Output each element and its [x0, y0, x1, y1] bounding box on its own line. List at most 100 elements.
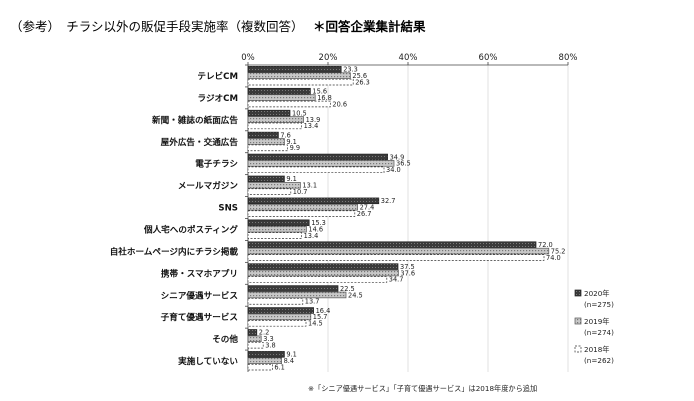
bar-2020年: [247, 66, 342, 73]
data-label: 3.3: [263, 335, 274, 343]
data-label: 24.5: [348, 291, 363, 299]
bar-2019年: [247, 269, 399, 277]
data-label: 6.1: [274, 363, 285, 371]
bar-2020年: [247, 329, 258, 336]
bar-2018年: [247, 78, 354, 86]
data-label: 14.5: [308, 320, 323, 328]
category-label: 屋外広告・交通広告: [161, 136, 239, 148]
legend-swatch: [574, 317, 582, 325]
bar-2019年: [247, 94, 316, 101]
chart-title: （参考） チラシ以外の販促手段実施率（複数回答）: [10, 19, 304, 34]
bar-2019年: [247, 160, 395, 167]
data-label: 16.8: [317, 94, 332, 102]
gridlines: [327, 65, 569, 372]
bar-2020年: [247, 241, 537, 248]
bar-2019年: [247, 335, 262, 343]
data-label: 9.9: [290, 144, 301, 152]
data-label: 14.6: [308, 225, 323, 233]
data-label: 9.1: [286, 138, 297, 146]
legend-n: (n=275): [584, 300, 614, 309]
data-label: 34.7: [389, 276, 404, 284]
bar-2019年: [247, 247, 550, 255]
data-label: 13.1: [302, 182, 317, 190]
data-label: 22.5: [340, 285, 355, 293]
data-label: 32.7: [381, 197, 396, 205]
bar-2018年: [247, 232, 302, 239]
data-label: 10.7: [293, 188, 308, 196]
data-label: 2.2: [259, 329, 270, 337]
bar-2019年: [247, 313, 312, 321]
bars: 23.325.626.315.616.820.610.513.913.47.69…: [247, 66, 565, 371]
bar-2019年: [247, 138, 285, 145]
legend-label: 2018年: [584, 345, 609, 354]
legend-swatch: [574, 345, 582, 353]
bar-2020年: [247, 307, 314, 314]
category-label: その他: [212, 333, 238, 345]
category-label: ラジオCM: [198, 93, 238, 104]
data-label: 34.0: [386, 166, 401, 174]
category-label: 自社ホームページ内にチラシ掲載: [110, 245, 239, 257]
data-label: 15.6: [312, 87, 327, 95]
footnote: ※「シニア優遇サービス」「子育て優遇サービス」は2018年度から追加: [308, 384, 537, 393]
data-label: 25.6: [352, 72, 367, 80]
data-label: 16.4: [316, 307, 331, 315]
category-label: テレビCM: [197, 70, 238, 82]
category-label: 個人宅へのポスティング: [143, 223, 238, 235]
bar-2020年: [247, 153, 388, 161]
data-label: 26.3: [355, 78, 370, 86]
category-label: 新聞・雑誌の紙面広告: [152, 114, 238, 126]
category-label: 実施していない: [178, 355, 238, 367]
data-label: 13.9: [306, 116, 321, 124]
category-label: 携帯・スマホアプリ: [161, 267, 238, 279]
bar-2020年: [247, 175, 285, 183]
bar-2020年: [247, 109, 291, 117]
bar-2019年: [247, 203, 358, 211]
data-label: 8.4: [284, 357, 295, 365]
category-label: メールマガジン: [178, 180, 239, 192]
bar-2020年: [247, 197, 380, 205]
data-label: 27.4: [360, 204, 375, 212]
bar-2018年: [247, 298, 304, 305]
category-label: SNS: [218, 204, 238, 214]
bar-2018年: [247, 166, 385, 174]
bar-2019年: [247, 116, 304, 123]
data-label: 15.7: [313, 313, 328, 321]
data-label: 3.8: [265, 342, 276, 350]
bar-2018年: [247, 122, 302, 130]
x-tick-label: 20%: [319, 53, 338, 63]
bar-2020年: [247, 351, 285, 358]
data-label: 26.7: [357, 210, 372, 218]
data-label: 36.5: [396, 160, 411, 168]
category-labels: テレビCM ラジオCM 新聞・雑誌の紙面広告屋外広告・交通広告電子チラシメールマガジ…: [110, 70, 239, 367]
data-label: 9.1: [286, 351, 297, 359]
legend: 2020年 (n=275) 2019年 (n=274) 2018年 (n=262): [574, 289, 614, 365]
bar-2018年: [247, 341, 264, 349]
bar-2020年: [247, 131, 279, 139]
bar-2018年: [247, 210, 356, 217]
data-label: 9.1: [286, 175, 297, 183]
data-label: 13.4: [304, 232, 319, 240]
data-label: 13.7: [305, 298, 320, 306]
bar-2019年: [247, 72, 351, 79]
bar-2019年: [247, 357, 282, 364]
x-tick-label: 40%: [399, 53, 418, 63]
bar-2020年: [247, 285, 339, 292]
bar-2018年: [247, 320, 307, 327]
bar-2019年: [247, 225, 307, 233]
data-label: 15.3: [311, 219, 326, 227]
x-tick-label: 80%: [559, 53, 578, 63]
data-label: 13.4: [304, 122, 319, 130]
legend-swatch: [574, 289, 582, 297]
data-label: 37.6: [400, 269, 415, 277]
bar-2019年: [247, 182, 301, 189]
data-label: 72.0: [538, 241, 553, 249]
data-label: 10.5: [292, 109, 307, 117]
bar-2020年: [247, 219, 310, 227]
category-label: 電子チラシ: [195, 159, 238, 170]
bar-2018年: [247, 144, 288, 152]
bar-2018年: [247, 100, 331, 108]
x-tick-label: 0%: [241, 53, 255, 63]
legend-label: 2019年: [584, 317, 609, 326]
x-tick-label: 60%: [479, 53, 498, 63]
chart-subtitle: ＊回答企業集計結果: [313, 19, 426, 34]
